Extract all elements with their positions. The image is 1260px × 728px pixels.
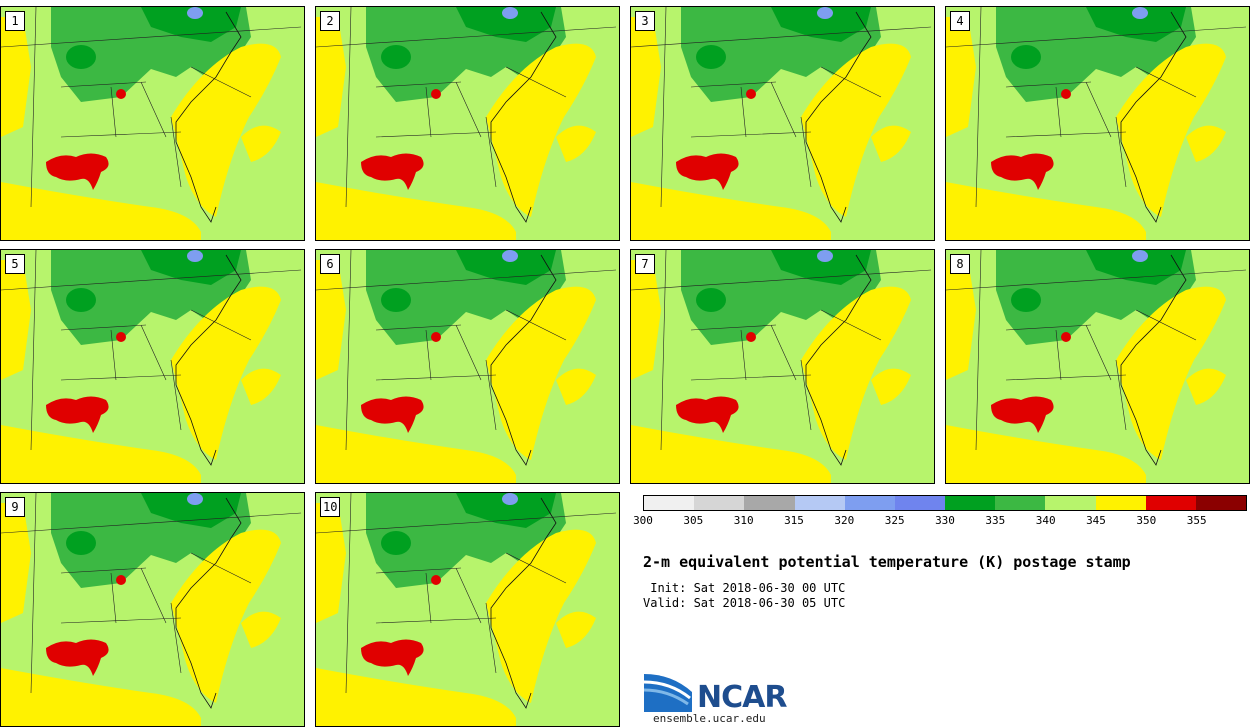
colorbar-tick-label: 335 (985, 514, 1006, 527)
colorbar-tick-label: 320 (834, 514, 855, 527)
member-number-label: 3 (635, 11, 655, 31)
colorbar-segment (1095, 496, 1146, 510)
colorbar-segment (1145, 496, 1196, 510)
colorbar-segment (694, 496, 745, 510)
colorbar-segment (945, 496, 996, 510)
ensemble-member-map: 6 (315, 249, 620, 484)
colorbar-tick-label: 345 (1086, 514, 1106, 527)
colorbar-tick-label: 340 (1035, 514, 1056, 527)
member-number-label: 10 (320, 497, 341, 517)
colorbar-tick-label: 300 (633, 514, 653, 527)
colorbar-segment (894, 496, 946, 510)
colorbar-ticks: 300 305 310 315 320 325 330 335 340 345 350 355 (633, 514, 1247, 530)
ensemble-member-map: 4 (945, 6, 1250, 241)
member-number-label: 2 (320, 11, 340, 31)
colorbar-segment (1045, 496, 1096, 510)
colorbar-tick-label: 305 (683, 514, 704, 527)
figure-title: 2-m equivalent potential temperature (K)… (643, 553, 1131, 571)
ensemble-member-map: 7 (630, 249, 935, 484)
colorbar-segment (744, 496, 795, 510)
logo-url: ensemble.ucar.edu (653, 712, 766, 725)
time-info: Init: Sat 2018-06-30 00 UTC Valid: Sat 2… (643, 581, 845, 611)
ensemble-member-map: 8 (945, 249, 1250, 484)
colorbar-tick-label: 355 (1186, 514, 1207, 527)
colorbar-segment (995, 496, 1046, 510)
ensemble-member-map: 10 (315, 492, 620, 727)
ncar-logo-icon (643, 674, 692, 712)
colorbar-segment (844, 496, 895, 510)
ensemble-member-map: 3 (630, 6, 935, 241)
member-number-label: 4 (950, 11, 970, 31)
member-number-label: 5 (5, 254, 25, 274)
colorbar-segment (1195, 496, 1247, 510)
member-number-label: 7 (635, 254, 655, 274)
colorbar-tick-label: 310 (733, 514, 754, 527)
colorbar-segment (644, 496, 695, 510)
ensemble-member-map: 9 (0, 492, 305, 727)
member-number-label: 8 (950, 254, 970, 274)
colorbar-tick-label: 350 (1136, 514, 1157, 527)
ensemble-member-map: 2 (315, 6, 620, 241)
colorbar (643, 495, 1247, 511)
colorbar-tick-label: 330 (935, 514, 955, 527)
colorbar-tick-label: 325 (884, 514, 905, 527)
ensemble-member-map: 5 (0, 249, 305, 484)
colorbar-tick-label: 315 (784, 514, 804, 527)
colorbar-segment (794, 496, 845, 510)
member-number-label: 1 (5, 11, 25, 31)
member-number-label: 6 (320, 254, 340, 274)
init-time: Init: Sat 2018-06-30 00 UTC (643, 581, 846, 595)
valid-time: Valid: Sat 2018-06-30 05 UTC (643, 596, 846, 610)
ncar-logo-text: NCAR (697, 680, 787, 715)
member-number-label: 9 (5, 497, 25, 517)
ensemble-member-map: 1 (0, 6, 305, 241)
